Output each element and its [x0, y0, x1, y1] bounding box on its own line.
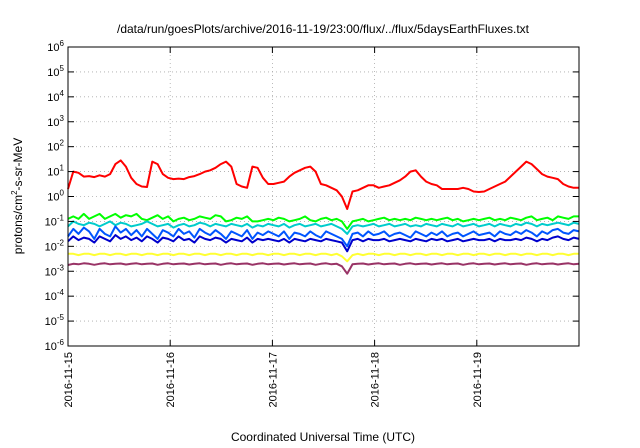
- y-axis-label-pre: protons/cm: [11, 195, 25, 254]
- y-tick-label: 10-5: [45, 313, 65, 328]
- y-tick-base: 10: [47, 192, 59, 204]
- y-tick-exponent: -4: [57, 288, 65, 297]
- series-line: [67, 225, 580, 248]
- y-tick-label: 10-1: [45, 213, 65, 228]
- y-tick-label: 105: [47, 64, 64, 79]
- y-tick-exponent: 5: [60, 64, 65, 73]
- y-tick-label: 100: [47, 189, 64, 204]
- y-tick-base: 10: [45, 291, 57, 303]
- y-axis-label-post: -s-sr-MeV: [11, 138, 25, 191]
- x-axis-label: Coordinated Universal Time (UTC): [231, 430, 415, 444]
- y-tick-label: 103: [47, 114, 64, 129]
- x-tick-label: 2016-11-18: [370, 352, 382, 407]
- y-tick-label: 10-4: [45, 288, 65, 303]
- y-tick-base: 10: [45, 316, 57, 328]
- y-tick-base: 10: [47, 142, 59, 154]
- x-tick-label: 2016-11-17: [267, 352, 279, 407]
- y-tick-base: 10: [47, 42, 59, 54]
- y-tick-exponent: 1: [60, 164, 65, 173]
- y-tick-exponent: 0: [60, 189, 65, 198]
- y-tick-base: 10: [45, 341, 57, 353]
- y-tick-label: 10-3: [45, 263, 65, 278]
- grid-lines: [68, 47, 579, 346]
- series-line: [67, 212, 579, 230]
- y-tick-label: 106: [47, 39, 64, 54]
- y-tick-exponent: 3: [60, 114, 65, 123]
- y-tick-label: 104: [47, 89, 64, 104]
- y-tick-exponent: 2: [60, 139, 65, 148]
- y-tick-base: 10: [47, 67, 59, 79]
- series-line: [67, 262, 580, 275]
- y-tick-exponent: -6: [57, 338, 65, 347]
- y-tick-exponent: -2: [57, 238, 65, 247]
- y-tick-exponent: -5: [57, 313, 65, 322]
- y-ticks: 10610510410310210110010-110-210-310-410-…: [45, 39, 579, 353]
- y-axis-label: protons/cm2-s-sr-MeV: [10, 138, 25, 254]
- y-tick-label: 102: [47, 139, 64, 154]
- y-axis-label-sup: 2: [10, 190, 19, 195]
- chart-title: /data/run/goesPlots/archive/2016-11-19/2…: [117, 22, 530, 36]
- x-tick-label: 2016-11-15: [63, 352, 75, 407]
- y-tick-base: 10: [47, 117, 59, 129]
- y-tick-base: 10: [45, 266, 57, 278]
- y-tick-base: 10: [45, 216, 57, 228]
- y-tick-base: 10: [47, 92, 59, 104]
- y-tick-label: 101: [47, 164, 64, 179]
- series-line: [67, 234, 580, 253]
- series-lines: [67, 159, 580, 275]
- y-tick-exponent: 6: [60, 39, 65, 48]
- series-line: [68, 252, 579, 263]
- y-tick-label: 10-2: [45, 238, 65, 253]
- x-ticks: 2016-11-15 2016-11-16 2016-11-17 2016-11-18…: [63, 47, 484, 407]
- y-tick-exponent: 4: [60, 89, 65, 98]
- y-tick-label: 10-6: [45, 338, 65, 353]
- y-tick-exponent: -3: [57, 263, 65, 272]
- series-line: [67, 220, 580, 235]
- x-tick-label: 2016-11-19: [472, 352, 484, 407]
- y-tick-base: 10: [45, 241, 57, 253]
- y-tick-exponent: -1: [57, 213, 65, 222]
- series-line: [67, 159, 579, 210]
- y-tick-base: 10: [47, 167, 59, 179]
- x-tick-label: 2016-11-16: [165, 352, 177, 407]
